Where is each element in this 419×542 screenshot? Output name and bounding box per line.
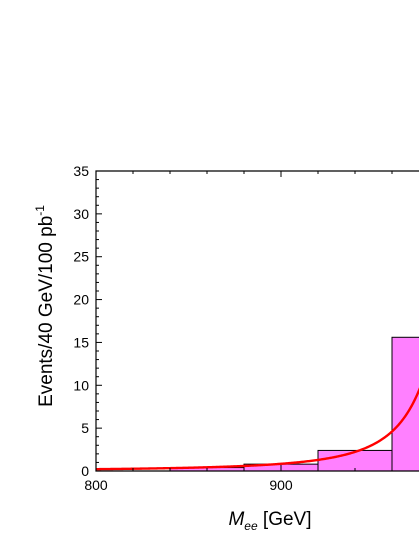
axes-frame xyxy=(95,170,419,472)
plot-frame xyxy=(95,170,419,472)
axis-ticks xyxy=(95,170,393,472)
x-tick-label: 800 xyxy=(84,477,108,493)
y-tick-label: 5 xyxy=(81,420,89,436)
histogram-bars xyxy=(169,336,419,472)
y-tick-label: 30 xyxy=(73,206,89,222)
histogram-bar-2 xyxy=(317,449,393,472)
y-tick-label: 0 xyxy=(81,463,89,479)
tick-labels: 0510152025303580090010001100 xyxy=(73,163,293,493)
y-tick-label: 20 xyxy=(73,292,89,308)
y-tick-label: 35 xyxy=(73,163,89,179)
y-axis-title: Events/40 GeV/100 pb-1 xyxy=(33,205,57,407)
y-tick-label: 10 xyxy=(73,377,89,393)
histogram-bar-3 xyxy=(391,336,419,472)
y-tick-label: 25 xyxy=(73,249,89,265)
fit-curve xyxy=(96,387,419,471)
x-axis-title: Mee [GeV] xyxy=(228,509,311,533)
x-tick-label: 900 xyxy=(269,477,293,493)
y-tick-label: 15 xyxy=(73,334,89,350)
